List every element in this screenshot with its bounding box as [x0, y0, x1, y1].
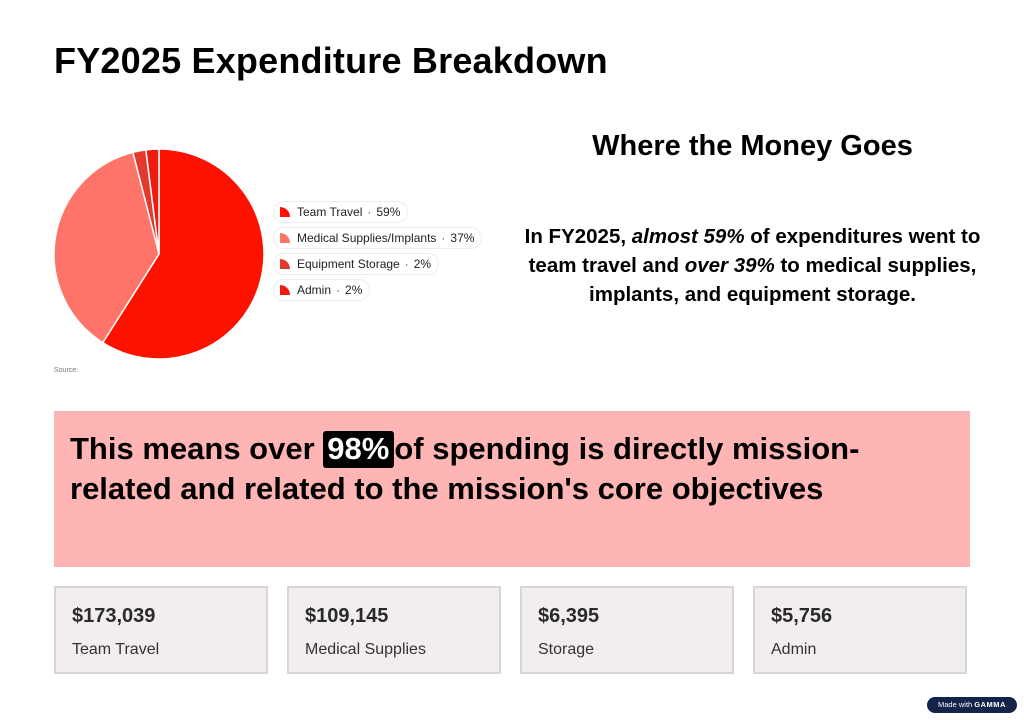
chart-source: Source: — [54, 367, 79, 374]
legend-value: 2% — [345, 283, 363, 297]
pie-slice-team-travel[interactable] — [101, 148, 265, 360]
legend-separator: · — [367, 205, 372, 219]
chart-legend: Team Travel · 59% Medical Supplies/Impla… — [273, 201, 503, 305]
stat-value: $6,395 — [538, 605, 600, 627]
legend-value: 59% — [376, 205, 401, 219]
banner-highlight: 98% — [323, 431, 395, 468]
stat-card-medical-supplies: $109,145 Medical Supplies — [287, 586, 501, 674]
summary-emphasis-1: almost 59% — [631, 225, 745, 248]
legend-item-admin[interactable]: Admin · 2% — [273, 279, 371, 301]
summary-emphasis-2: over 39% — [684, 254, 775, 277]
legend-swatch-icon — [280, 285, 290, 295]
legend-item-equipment-storage[interactable]: Equipment Storage · 2% — [273, 253, 440, 275]
legend-swatch-icon — [280, 207, 290, 217]
highlight-banner: This means over 98% of spending is direct… — [54, 411, 970, 567]
banner-text: This means over 98% of spending is direct… — [70, 429, 910, 509]
stat-label: Medical Supplies — [305, 641, 426, 658]
badge-prefix: Made with — [938, 700, 973, 709]
legend-separator: · — [336, 283, 341, 297]
legend-item-medical-supplies[interactable]: Medical Supplies/Implants · 37% — [273, 227, 483, 249]
pie-slice-admin[interactable] — [145, 148, 160, 255]
legend-label: Team Travel — [297, 205, 363, 219]
stat-label: Admin — [771, 641, 817, 658]
summary-text: In FY2025, almost 59% of expenditures we… — [520, 222, 985, 309]
legend-swatch-icon — [280, 233, 290, 243]
banner-text-before: This means over — [70, 431, 315, 466]
summary-part-2: of expenditures went to team travel and — [528, 225, 981, 277]
pie-chart — [53, 148, 265, 360]
stat-label: Team Travel — [72, 641, 160, 658]
stat-card-team-travel: $173,039 Team Travel — [54, 586, 268, 674]
legend-separator: · — [404, 257, 409, 271]
gamma-logo-text: GAMMA — [974, 700, 1006, 709]
stat-value: $109,145 — [305, 605, 389, 627]
legend-value: 37% — [450, 231, 475, 245]
legend-value: 2% — [413, 257, 432, 271]
legend-swatch-icon — [280, 259, 290, 269]
stat-value: $5,756 — [771, 605, 833, 627]
summary-part-1: In FY2025, — [524, 225, 627, 248]
legend-item-team-travel[interactable]: Team Travel · 59% — [273, 201, 409, 223]
legend-separator: · — [441, 231, 446, 245]
stat-card-storage: $6,395 Storage — [520, 586, 734, 674]
pie-slice-medical-supplies-implants[interactable] — [53, 151, 160, 344]
section-heading: Where the Money Goes — [592, 130, 913, 162]
page-title: FY2025 Expenditure Breakdown — [54, 40, 608, 81]
legend-label: Admin — [297, 283, 332, 297]
legend-label: Equipment Storage — [297, 257, 400, 271]
banner-text-after: of spending is directly mission-related … — [70, 431, 860, 506]
summary-part-3: to medical supplies, implants, and equip… — [589, 254, 977, 306]
made-with-gamma-badge[interactable]: Made with GAMMA — [927, 697, 1017, 713]
stat-value: $173,039 — [72, 605, 156, 627]
legend-label: Medical Supplies/Implants — [297, 231, 437, 245]
stat-label: Storage — [538, 641, 595, 658]
stat-card-admin: $5,756 Admin — [753, 586, 967, 674]
